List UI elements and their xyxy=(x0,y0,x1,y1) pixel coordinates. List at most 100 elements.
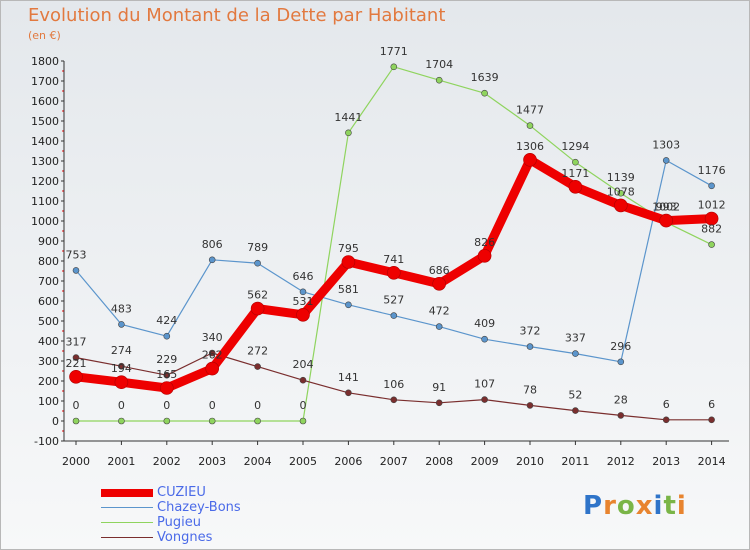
y-minor-dot xyxy=(62,90,64,92)
data-label: 337 xyxy=(565,332,586,345)
data-label: 1002 xyxy=(652,201,680,214)
y-tick-label: 700 xyxy=(38,275,59,288)
y-minor-dot xyxy=(62,70,64,72)
data-label: 753 xyxy=(66,248,87,261)
legend-label: Vongnes xyxy=(157,530,213,545)
chart-legend: CUZIEU Chazey-Bons Pugieu Vongnes xyxy=(101,485,241,545)
data-point xyxy=(163,332,171,340)
data-label: 0 xyxy=(254,399,261,412)
data-label: 6 xyxy=(663,398,670,411)
y-tick-label: 300 xyxy=(38,355,59,368)
x-tick-label: 2000 xyxy=(62,455,90,468)
y-tick-label: 400 xyxy=(38,335,59,348)
x-tick-label: 2008 xyxy=(425,455,453,468)
data-label: 1294 xyxy=(561,140,589,153)
data-point xyxy=(72,354,80,361)
data-point xyxy=(299,376,307,384)
logo-letter: t xyxy=(663,491,677,521)
data-label: 789 xyxy=(247,241,268,254)
y-tick-label: 1100 xyxy=(31,195,59,208)
data-point xyxy=(662,157,670,164)
y-minor-dot xyxy=(62,310,64,312)
data-label: 1303 xyxy=(652,138,680,151)
y-tick-label: 1000 xyxy=(31,215,59,228)
data-label: 1139 xyxy=(607,171,635,184)
data-point xyxy=(659,213,674,228)
data-point xyxy=(208,349,216,357)
data-point xyxy=(481,335,488,343)
data-point xyxy=(390,396,398,404)
legend-label: Pugieu xyxy=(157,515,201,530)
data-point xyxy=(435,323,443,330)
y-minor-dot xyxy=(62,190,64,192)
data-label: 52 xyxy=(568,389,582,402)
data-point xyxy=(345,301,352,309)
y-minor-dot xyxy=(62,230,64,232)
data-label: 272 xyxy=(247,345,268,358)
legend-label: CUZIEU xyxy=(157,485,206,500)
data-point xyxy=(432,276,447,291)
data-point xyxy=(526,343,534,350)
data-label: 0 xyxy=(300,399,307,412)
y-minor-dot xyxy=(62,430,64,432)
data-point xyxy=(208,256,216,264)
x-tick-label: 2002 xyxy=(153,455,181,468)
data-label: 106 xyxy=(383,378,404,391)
x-tick-label: 2005 xyxy=(289,455,317,468)
y-minor-dot xyxy=(62,290,64,292)
data-label: 296 xyxy=(610,340,631,353)
legend-item: CUZIEU xyxy=(101,485,241,500)
data-label: 372 xyxy=(520,325,541,338)
data-label: 562 xyxy=(247,289,268,302)
proxiti-logo: Proxiti xyxy=(583,491,687,521)
legend-swatch xyxy=(101,488,153,497)
data-point xyxy=(299,417,307,425)
y-minor-dot xyxy=(62,390,64,392)
data-label: 229 xyxy=(156,353,177,366)
data-point xyxy=(708,241,715,248)
data-label: 795 xyxy=(338,242,359,255)
data-label: 0 xyxy=(73,399,80,412)
legend-label: Chazey-Bons xyxy=(157,500,241,515)
data-label: 262 xyxy=(202,349,223,362)
data-label: 1012 xyxy=(698,199,726,212)
x-tick-label: 2014 xyxy=(698,455,726,468)
data-point xyxy=(386,265,401,280)
y-minor-dot xyxy=(62,130,64,132)
data-point xyxy=(296,307,310,322)
data-point xyxy=(481,89,488,97)
data-point xyxy=(572,407,579,414)
data-point xyxy=(72,267,80,274)
data-point xyxy=(345,389,352,397)
y-tick-label: -100 xyxy=(34,435,59,448)
data-point xyxy=(160,381,174,395)
data-label: 1078 xyxy=(607,185,635,198)
data-point xyxy=(114,375,129,390)
data-label: 741 xyxy=(383,253,404,266)
data-point xyxy=(572,158,579,166)
x-tick-label: 2003 xyxy=(198,455,226,468)
y-tick-label: 1500 xyxy=(31,115,59,128)
data-label: 1176 xyxy=(698,164,726,177)
data-label: 141 xyxy=(338,371,359,384)
y-minor-dot xyxy=(62,170,64,172)
logo-letter: P xyxy=(583,491,604,521)
data-label: 317 xyxy=(66,336,87,349)
y-minor-dot xyxy=(62,210,64,212)
y-tick-label: 1200 xyxy=(31,175,59,188)
data-label: 221 xyxy=(66,357,87,370)
legend-swatch xyxy=(101,506,153,509)
chart-subtitle: (en €) xyxy=(28,29,61,42)
x-tick-label: 2006 xyxy=(334,455,362,468)
data-label: 28 xyxy=(614,393,628,406)
logo-letter: x xyxy=(635,491,654,521)
y-tick-label: 900 xyxy=(38,235,59,248)
data-label: 882 xyxy=(701,223,722,236)
data-label: 1171 xyxy=(561,167,589,180)
x-tick-label: 2010 xyxy=(516,455,544,468)
data-point xyxy=(617,189,625,197)
data-point xyxy=(205,361,219,376)
data-label: 194 xyxy=(111,362,132,375)
